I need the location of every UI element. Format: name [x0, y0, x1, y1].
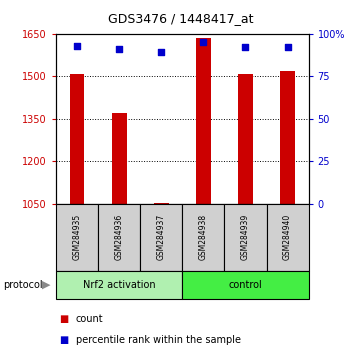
Point	[200, 39, 206, 45]
Bar	[266, 204, 309, 271]
Bar	[182, 271, 309, 299]
Text: GSM284935: GSM284935	[73, 214, 82, 260]
Text: GSM284939: GSM284939	[241, 214, 250, 260]
Text: control: control	[229, 280, 262, 290]
Bar	[56, 204, 98, 271]
Bar	[196, 38, 211, 204]
Point	[116, 46, 122, 52]
Point	[74, 43, 80, 48]
Text: protocol: protocol	[4, 280, 43, 290]
Point	[158, 50, 164, 55]
Bar	[56, 271, 182, 299]
Point	[285, 44, 291, 50]
Text: ■: ■	[60, 314, 69, 324]
Bar	[98, 204, 140, 271]
Text: GSM284936: GSM284936	[115, 214, 123, 260]
Bar	[238, 74, 253, 204]
Bar	[154, 203, 169, 204]
Point	[243, 44, 248, 50]
Text: GDS3476 / 1448417_at: GDS3476 / 1448417_at	[108, 12, 253, 25]
Text: percentile rank within the sample: percentile rank within the sample	[76, 335, 241, 345]
Text: GSM284940: GSM284940	[283, 214, 292, 260]
Text: Nrf2 activation: Nrf2 activation	[83, 280, 156, 290]
Bar	[280, 71, 295, 204]
Bar	[225, 204, 266, 271]
Text: count: count	[76, 314, 104, 324]
Bar	[112, 113, 126, 204]
Bar	[140, 204, 182, 271]
Bar	[70, 74, 84, 204]
Text: GSM284938: GSM284938	[199, 214, 208, 260]
Text: GSM284937: GSM284937	[157, 214, 166, 260]
Text: ■: ■	[60, 335, 69, 345]
Text: ▶: ▶	[42, 280, 51, 290]
Bar	[182, 204, 225, 271]
